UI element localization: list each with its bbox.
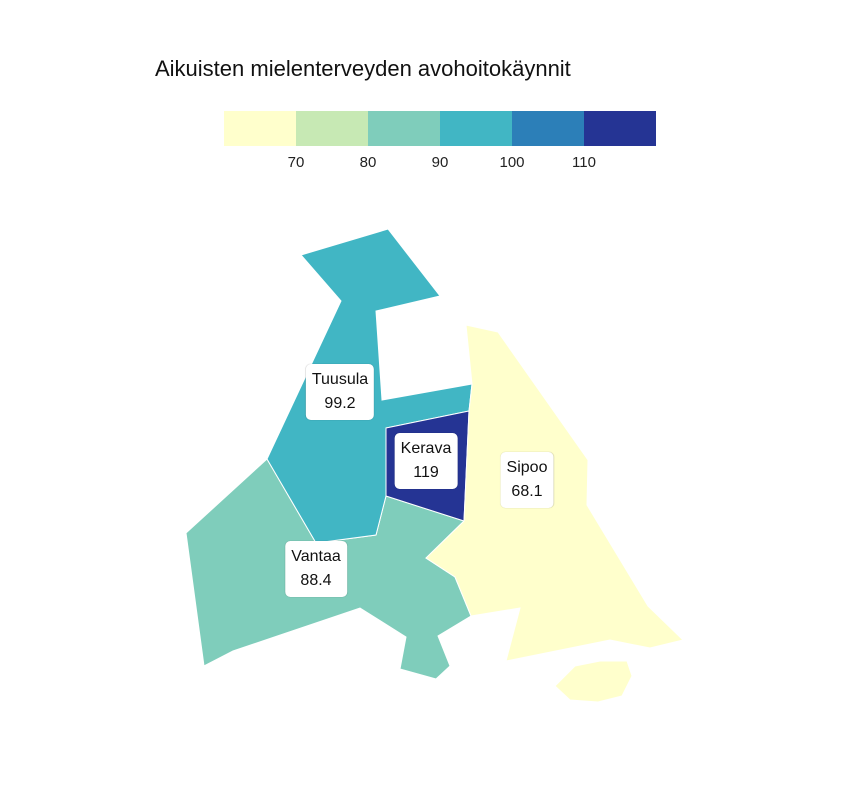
region-label-kerava: Kerava 119 xyxy=(394,433,458,489)
region-name: Tuusula xyxy=(311,371,369,388)
legend-swatch xyxy=(440,111,512,146)
legend-swatch xyxy=(584,111,656,146)
region-label-vantaa: Vantaa 88.4 xyxy=(285,541,347,597)
region-value: 88.4 xyxy=(300,572,332,589)
legend-tick: 90 xyxy=(431,154,449,171)
legend-swatch xyxy=(296,111,368,146)
legend-tick: 80 xyxy=(359,154,377,171)
color-legend xyxy=(224,111,656,146)
legend-swatch xyxy=(224,111,296,146)
region-sipoo[interactable] xyxy=(425,324,684,662)
region-name: Vantaa xyxy=(291,548,341,565)
region-value: 99.2 xyxy=(324,395,356,412)
region-value: 68.1 xyxy=(511,483,543,500)
region-label-sipoo: Sipoo 68.1 xyxy=(500,452,554,508)
region-label-tuusula: Tuusula 99.2 xyxy=(305,364,375,420)
map-title: Aikuisten mielenterveyden avohoitokäynni… xyxy=(155,56,571,81)
region-name: Kerava xyxy=(400,440,452,457)
region-sipoo-island[interactable] xyxy=(554,660,633,703)
legend-swatch xyxy=(368,111,440,146)
legend-tick: 100 xyxy=(499,154,525,171)
region-name: Sipoo xyxy=(506,459,548,476)
legend-tick: 70 xyxy=(287,154,305,171)
legend-swatch xyxy=(512,111,584,146)
region-value: 119 xyxy=(413,464,439,481)
legend-tick: 110 xyxy=(572,154,596,171)
